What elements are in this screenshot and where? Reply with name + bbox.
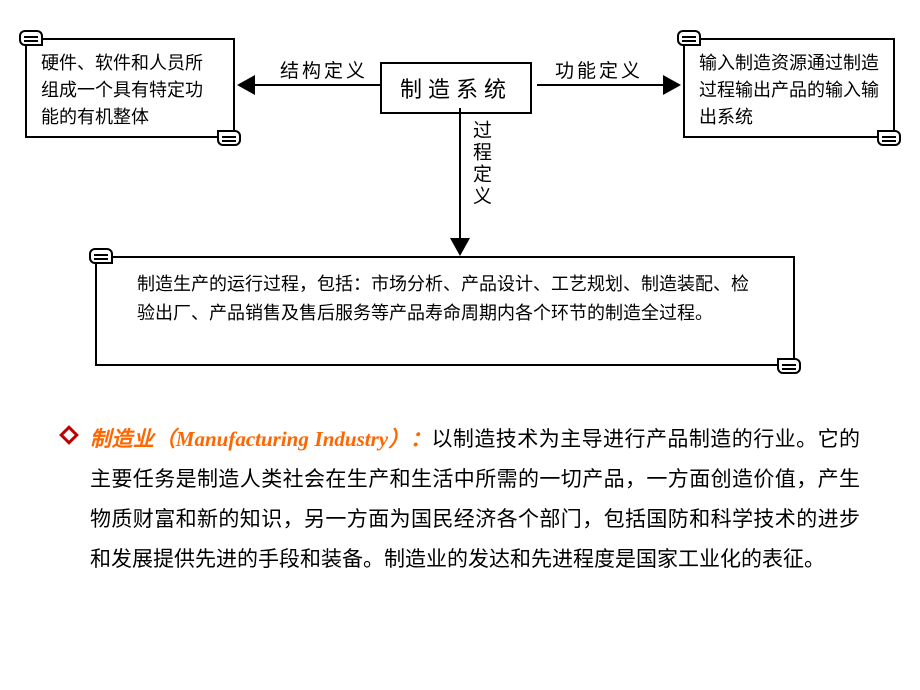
scroll-ornament-icon [877,130,901,146]
scroll-ornament-icon [89,248,113,264]
scroll-ornament-icon [677,30,701,46]
bottom-node-text: 制造生产的运行过程，包括：市场分析、产品设计、工艺规划、制造装配、检验出厂、产品… [97,258,793,340]
edge-right-label: 功能定义 [555,56,643,83]
center-node-label: 制造系统 [400,77,512,102]
scroll-ornament-icon [217,130,241,146]
edge-right-arrowhead [663,75,681,95]
bullet-diamond-icon [59,425,79,445]
edge-left-line [253,84,381,86]
edge-left-arrowhead [237,75,255,95]
term-en: （Manufacturing Industry） [154,427,410,451]
left-node: 硬件、软件和人员所组成一个具有特定功能的有机整体 [25,38,235,138]
bottom-node: 制造生产的运行过程，包括：市场分析、产品设计、工艺规划、制造装配、检验出厂、产品… [95,256,795,366]
left-node-text: 硬件、软件和人员所组成一个具有特定功能的有机整体 [27,40,233,141]
term-cn: 制造业 [90,427,154,451]
definition-paragraph: 制造业（Manufacturing Industry）：以制造技术为主导进行产品… [90,420,860,580]
concept-diagram: 制造系统 结构定义 功能定义 过程定义 硬件、软件和人员所组成一个具有特定功能的… [15,20,905,380]
edge-down-label: 过程定义 [467,120,494,208]
scroll-ornament-icon [19,30,43,46]
edge-right-line [537,84,665,86]
right-node: 输入制造资源通过制造过程输出产品的输入输出系统 [683,38,895,138]
term-colon: ： [410,427,431,451]
edge-down-arrowhead [450,238,470,256]
center-node: 制造系统 [380,62,532,114]
right-node-text: 输入制造资源通过制造过程输出产品的输入输出系统 [685,40,893,141]
edge-down-line [459,108,461,240]
scroll-ornament-icon [777,358,801,374]
edge-left-label: 结构定义 [280,56,368,83]
